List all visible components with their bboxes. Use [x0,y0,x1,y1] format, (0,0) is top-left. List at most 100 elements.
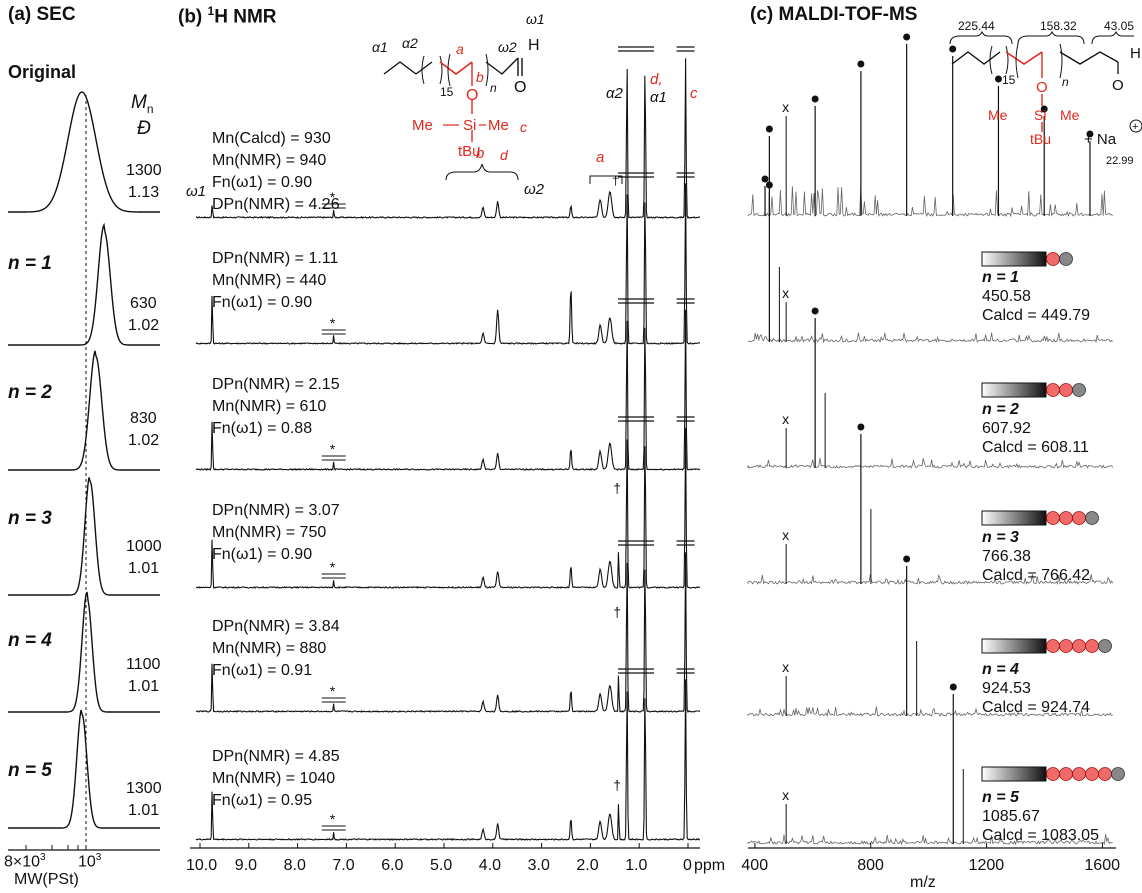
red-bead [1072,639,1086,653]
fragment-brace [949,30,1013,45]
chain-bar [981,638,1047,654]
sec-mn-value: 1300 [126,162,162,179]
ms-calcd: Calcd = 449.79 [982,307,1091,324]
nmr-n1-stats: DPn(NMR) = 1.11 Mn(NMR) = 440 Fn(ω1) = 0… [212,248,338,314]
chain-bar [981,766,1047,782]
nmr-tick-label: 3.0 [528,857,550,874]
fragment-mass: 43.05 [1104,19,1134,33]
nmr-stat: DPn(NMR) = 4.26 [212,196,340,213]
red-bead [1059,767,1073,781]
nmr-stat: Fn(ω1) = 0.90 [212,174,313,191]
red-bead [1072,767,1086,781]
ms-tick-label: 1600 [1084,857,1120,874]
ms-panel-title: (c) MALDI-TOF-MS [750,4,918,25]
ms-peak-dot [811,307,819,315]
peak-label-d: d, [650,71,663,88]
ms-peak-dot [857,423,865,431]
nmr-tick-label: 9.0 [235,857,257,874]
peak-label-c: c [690,85,698,102]
nmr-trace [196,58,700,220]
bracket [485,53,489,87]
bond [485,57,519,75]
dagger-mark: † [613,604,621,620]
fragment-brace [1091,30,1134,45]
sec-trace [8,222,160,346]
sec-trace [8,477,160,596]
nmr-fn: Fn(ω1) = 0.90 [212,294,313,311]
dagger-mark: † [613,480,621,496]
sec-xtick-right: 103 [78,852,102,871]
red-bead [1046,639,1060,653]
bracket [1059,43,1063,79]
nmr-trace [195,183,701,345]
ms-noise [747,573,1114,585]
ms-x-marker: x [782,787,789,803]
ms-calcd: Calcd = 924.74 [982,699,1091,716]
ms-noise [747,834,1113,846]
nmr-fn: Fn(ω1) = 0.90 [212,546,313,563]
ms-n-label: n = 1 [982,269,1019,286]
red-bead [1046,767,1060,781]
struct-d: d [500,147,509,163]
ms-tick-label: 400 [741,857,768,874]
nmr-tick-label: 4.0 [479,857,501,874]
nmr-n2-stats: DPn(NMR) = 2.15 Mn(NMR) = 610 Fn(ω1) = 0… [212,374,340,440]
sec-trace [8,709,160,829]
ms-x-marker: x [782,285,789,301]
charge-plus: + [1132,121,1138,133]
chain-bar [981,382,1047,398]
bond [415,61,433,75]
na-mass: 22.99 [1106,155,1134,167]
nmr-fn: Fn(ω1) = 0.91 [212,662,313,679]
ms-peak-dot [903,33,911,41]
nmr-xlabel: ppm [694,857,725,874]
red-bead [1098,767,1112,781]
nmr-tick-label: 7.0 [332,857,354,874]
red-bead [1072,511,1086,525]
sec-n2-label: n = 2 [8,382,52,403]
sec-n3-label: n = 3 [8,508,52,529]
struct-b: b [476,69,484,85]
ms-noise [747,332,1114,344]
red-bead [1059,639,1073,653]
nmr-mn: Mn(NMR) = 1040 [212,770,336,787]
struct-tbu: tBu [458,143,481,160]
sec-original-label: Original [8,62,77,82]
nmr-original-stats: Mn(Calcd) = 930 Mn(NMR) = 940 Fn(ω1) = 0… [212,128,340,216]
sec-d-value: 1.01 [128,560,160,577]
solvent-star: * [330,441,336,457]
solvent-star: * [330,315,336,331]
sec-mn-value: 830 [130,410,157,427]
polymer-chain-icon [981,251,1073,267]
bracket [447,53,451,87]
struct-a: a [456,41,464,57]
ms-tick-label: 1200 [969,857,1005,874]
peak-brace-b [445,163,519,181]
struct-me-left: Me [988,107,1008,123]
ms-n5-info: n = 5 1085.67 Calcd = 1083.05 [982,788,1099,845]
bond [951,51,1001,65]
nmr-tick-label: 10.0 [186,857,217,874]
ms-n-label: n = 5 [982,789,1019,806]
struct-me-left: Me [412,117,433,134]
ms-x-marker: x [782,411,789,427]
sec-mn-value: 1300 [126,780,162,797]
struct-h: H [1130,45,1141,62]
sec-trace [8,350,160,471]
red-bead [1085,767,1099,781]
nmr-trace [195,427,701,589]
red-bead [1059,511,1073,525]
bracket [1005,45,1009,75]
ms-x-marker: x [782,659,789,675]
nmr-fn: Fn(ω1) = 0.88 [212,420,313,437]
polymer-chain-icon [981,638,1112,654]
struct-tbu: tBu [1030,131,1051,147]
ms-n-label: n = 4 [982,661,1019,678]
ms-n-label: n = 3 [982,529,1019,546]
ms-peak-dot [1086,130,1094,138]
sec-n1-label: n = 1 [8,253,52,274]
dagger-mark: † [613,777,621,793]
end-bead [1111,767,1125,781]
